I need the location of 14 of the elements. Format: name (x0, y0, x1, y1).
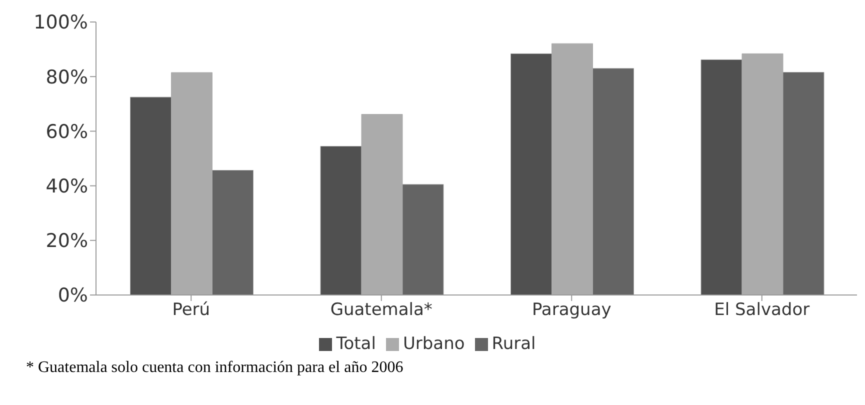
x-tick-label: Perú (172, 300, 210, 320)
y-tick-label: 20% (46, 230, 88, 252)
y-tick-label: 80% (46, 66, 88, 88)
y-tick-label: 100% (34, 12, 88, 34)
y-tick-label: 40% (46, 176, 88, 198)
y-tick-label: 60% (46, 120, 88, 143)
x-tick-label: Paraguay (532, 300, 612, 320)
legend-label: Rural (492, 334, 536, 354)
legend-label: Total (336, 334, 376, 354)
text: * Guatemala solo cuenta con información para el año 2006 (26, 359, 404, 377)
x-tick-label: Guatemala* (330, 300, 432, 320)
y-tick-label: 0% (58, 284, 88, 307)
x-tick-label: El Salvador (714, 300, 810, 320)
legend-label: Urbano (402, 334, 465, 354)
